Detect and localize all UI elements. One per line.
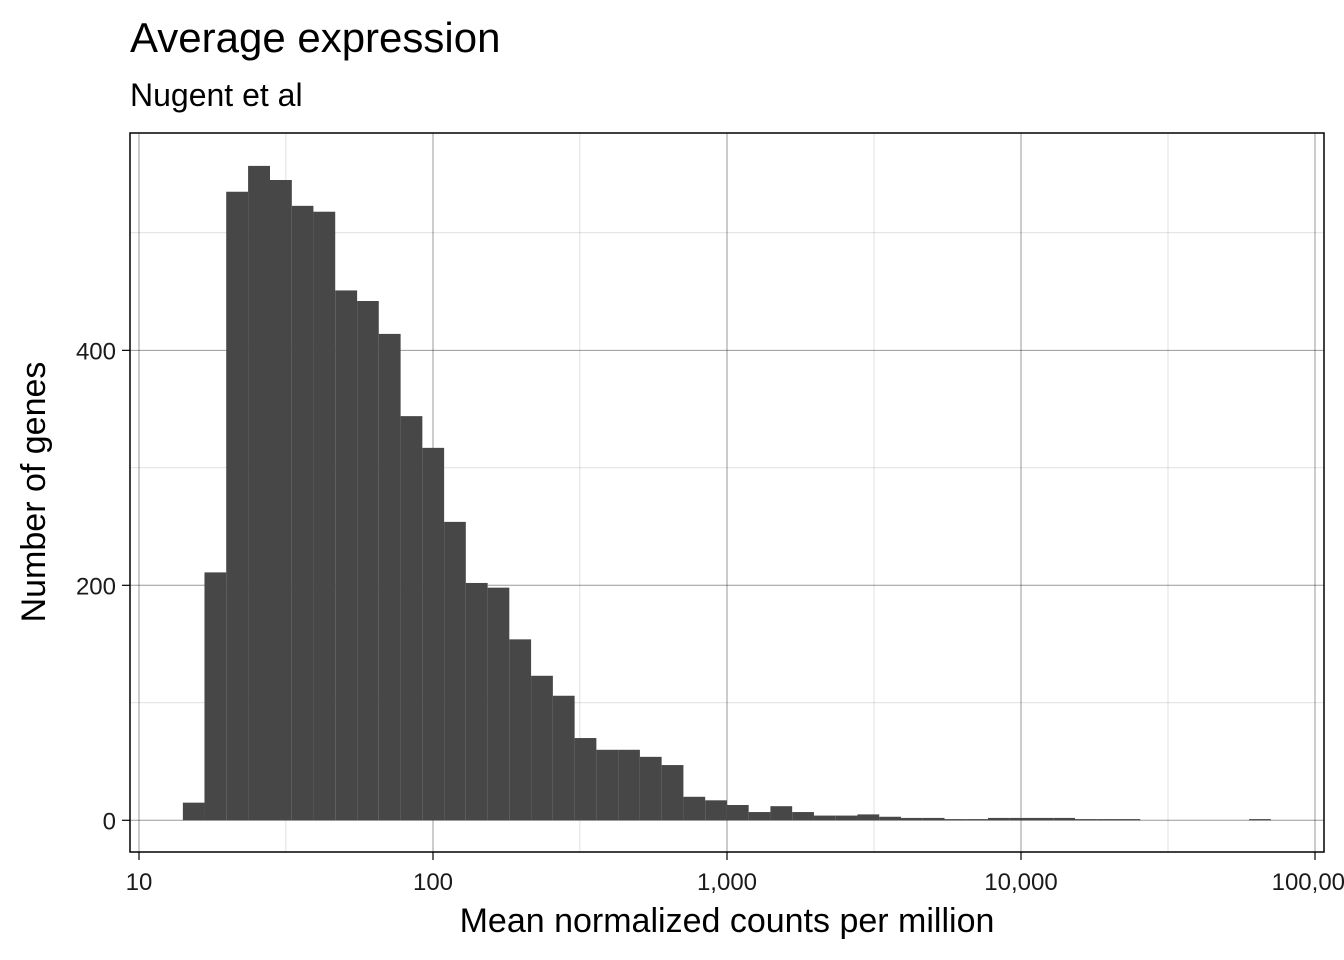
bar (639, 756, 662, 821)
bar (857, 814, 880, 821)
bar (182, 802, 205, 821)
bar (1053, 817, 1076, 821)
bar (705, 800, 727, 821)
x-tick-label: 10,000 (984, 869, 1057, 896)
bar (465, 582, 488, 821)
bar (966, 819, 989, 821)
chart-subtitle: Nugent et al (130, 77, 303, 113)
bar (357, 301, 379, 821)
plot-border (129, 132, 1325, 853)
bar (1031, 817, 1054, 821)
bar (726, 805, 749, 821)
bar (944, 819, 967, 821)
bar (618, 749, 640, 821)
x-axis-title: Mean normalized counts per million (460, 902, 995, 940)
bar (879, 816, 901, 821)
bar (748, 812, 771, 821)
bar (988, 817, 1010, 821)
chart-title: Average expression (130, 14, 500, 61)
y-axis-title: Number of genes (15, 362, 53, 623)
bar (248, 165, 271, 821)
y-tick-label: 0 (103, 808, 116, 835)
x-tick-label: 100,000 (1272, 869, 1344, 896)
bar (226, 191, 249, 821)
bar (422, 447, 445, 821)
bar (378, 333, 401, 821)
bar (683, 796, 706, 821)
bar (574, 738, 597, 821)
bar (444, 521, 466, 821)
bar (291, 205, 314, 821)
bar (335, 290, 358, 821)
bar (922, 817, 945, 821)
bar (270, 179, 292, 821)
bar (1009, 817, 1032, 821)
bar (204, 572, 227, 821)
bar (1096, 819, 1119, 821)
bar (792, 812, 814, 821)
y-tick-label: 200 (76, 573, 116, 600)
x-tick-label: 1,000 (697, 869, 757, 896)
bar (770, 806, 793, 821)
bar (813, 815, 836, 821)
bar (1249, 819, 1271, 821)
x-tick-label: 10 (126, 869, 153, 896)
y-tick-label: 400 (76, 338, 116, 365)
bar (313, 211, 336, 821)
bar (509, 639, 532, 821)
bar (900, 817, 923, 821)
bar (1075, 819, 1097, 821)
bar (487, 587, 510, 821)
bar (531, 675, 553, 821)
bar (400, 416, 423, 821)
bar (1118, 819, 1141, 821)
x-tick-label: 100 (413, 869, 453, 896)
bar (835, 815, 858, 821)
bar (596, 749, 619, 821)
bar (661, 765, 684, 821)
bar (552, 695, 575, 821)
